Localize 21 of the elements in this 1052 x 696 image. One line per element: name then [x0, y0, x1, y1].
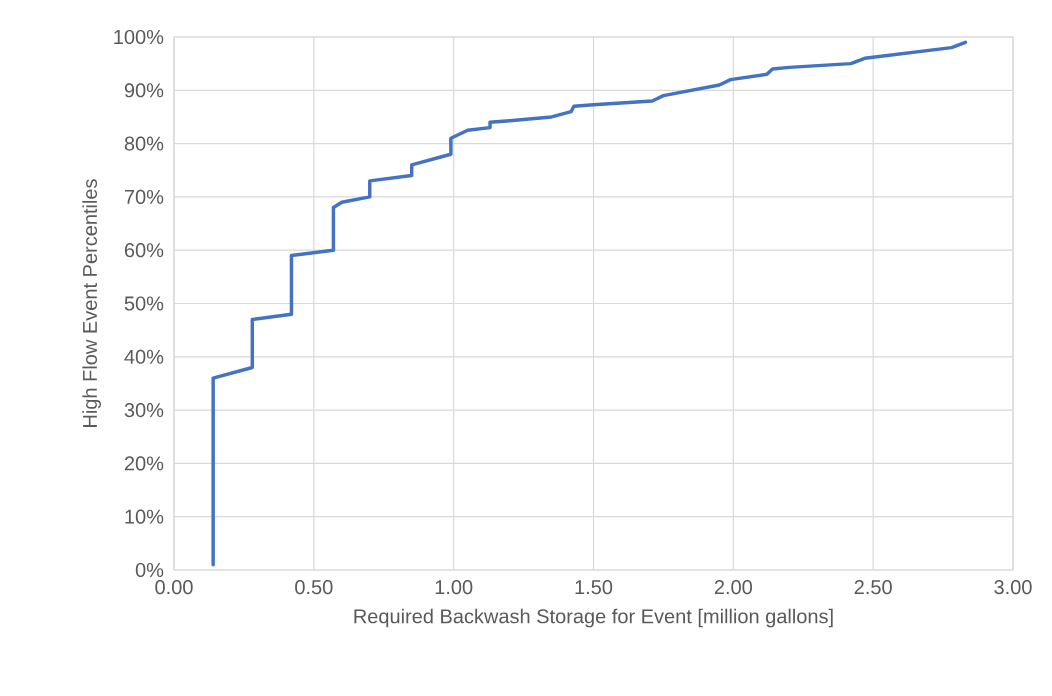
y-tick-label: 80% — [124, 136, 164, 151]
x-tick-label: 2.00 — [714, 580, 753, 595]
x-tick-label: 0.00 — [155, 580, 193, 595]
line-series — [211, 40, 968, 567]
y-tick-label: 90% — [124, 83, 164, 98]
x-tick-label: 1.50 — [575, 580, 613, 595]
x-tick-label: 2.50 — [854, 580, 892, 595]
x-tick-label: 0.50 — [295, 580, 333, 595]
y-tick-label: 70% — [124, 189, 164, 204]
x-tick-label: 1.00 — [435, 580, 473, 595]
x-axis-title: Required Backwash Storage for Event [million gallons] — [354, 608, 833, 628]
y-tick-label: 10% — [125, 509, 164, 524]
x-tick-label: 3.00 — [994, 580, 1032, 595]
y-tick-label: 40% — [124, 349, 164, 364]
y-tick-label: 100% — [114, 29, 164, 45]
y-tick-label: 50% — [124, 296, 164, 311]
y-tick-label: 20% — [124, 456, 164, 471]
y-tick-label: 0% — [135, 562, 164, 578]
y-tick-label: 60% — [124, 243, 164, 258]
y-axis-title: High Flow Event Percentiles — [82, 179, 101, 427]
y-tick-label: 30% — [124, 403, 164, 418]
